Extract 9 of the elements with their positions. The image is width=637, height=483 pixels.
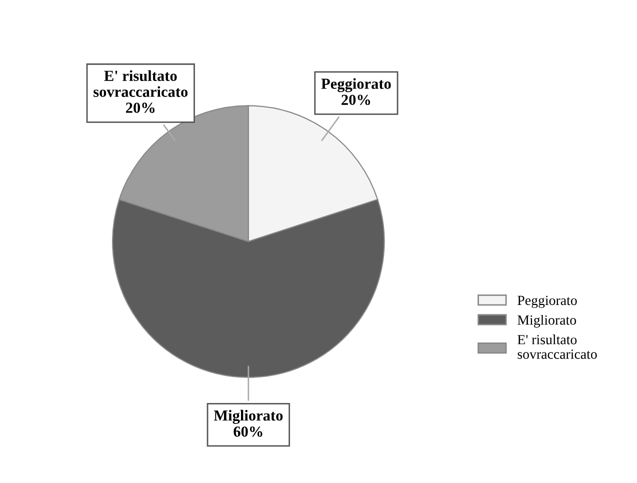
data-label: 60% — [234, 426, 262, 437]
legend-label: Migliorato — [518, 314, 576, 328]
slice-label: Peggiorato — [321, 78, 391, 92]
legend-label: Peggiorato — [518, 296, 577, 308]
data-label: 20% — [126, 102, 154, 113]
slice-label: Migliorato — [214, 410, 283, 424]
legend-label: E' risultato sovraccaricato — [518, 334, 597, 359]
data-label: 20% — [342, 94, 370, 106]
slice-label: E' risultato sovraccaricato — [94, 70, 188, 97]
